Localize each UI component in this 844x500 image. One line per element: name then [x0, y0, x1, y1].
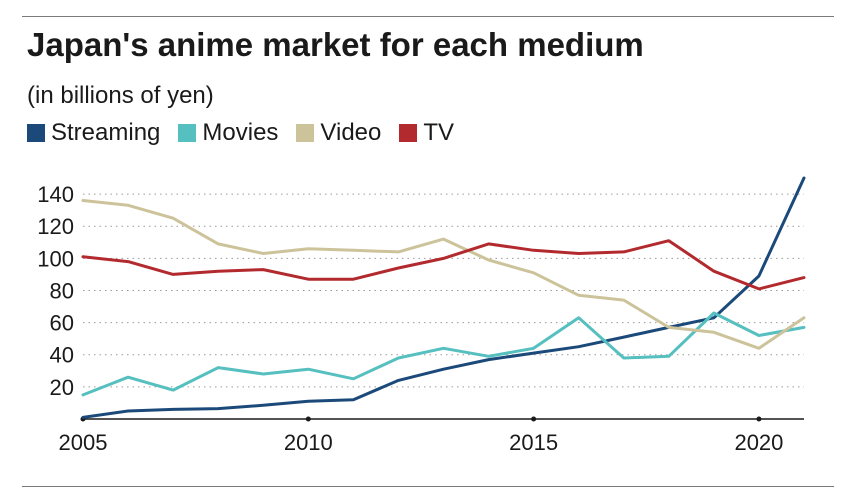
legend-item-streaming: Streaming — [27, 119, 160, 147]
x-tick-mark — [756, 416, 762, 422]
x-tick-label: 2005 — [59, 430, 108, 455]
y-tick-label: 80 — [50, 278, 74, 303]
x-tick-mark — [305, 416, 311, 422]
legend: Streaming Movies Video TV — [27, 119, 472, 147]
legend-swatch-tv — [399, 124, 418, 142]
legend-swatch-video — [296, 124, 315, 142]
legend-label-streaming: Streaming — [51, 119, 161, 146]
legend-item-video: Video — [296, 119, 381, 147]
x-tick-mark — [531, 416, 537, 422]
y-tick-label: 100 — [37, 246, 74, 271]
legend-swatch-movies — [178, 124, 197, 142]
legend-label-video: Video — [320, 119, 382, 146]
chart-title: Japan's anime market for each medium — [27, 26, 644, 63]
series-line-streaming — [81, 176, 806, 419]
x-tick-label: 2010 — [284, 430, 333, 455]
y-tick-label: 20 — [50, 375, 74, 400]
y-tick-label: 60 — [50, 311, 74, 336]
chart-subtitle: (in billions of yen) — [27, 82, 214, 109]
y-tick-label: 140 — [37, 182, 74, 207]
legend-item-movies: Movies — [178, 119, 278, 147]
x-tick-label: 2015 — [509, 430, 558, 455]
series-line-movies — [81, 311, 806, 397]
y-tick-label: 120 — [37, 214, 74, 239]
x-tick-label: 2020 — [734, 430, 783, 455]
legend-swatch-streaming — [27, 124, 45, 142]
legend-label-movies: Movies — [202, 119, 279, 146]
legend-label-tv: TV — [423, 119, 455, 146]
series-line-tv — [81, 239, 806, 291]
legend-item-tv: TV — [399, 119, 454, 147]
y-tick-label: 40 — [50, 343, 74, 368]
series-line-video — [81, 199, 806, 350]
bottom-rule — [22, 486, 834, 487]
top-rule — [22, 16, 834, 17]
